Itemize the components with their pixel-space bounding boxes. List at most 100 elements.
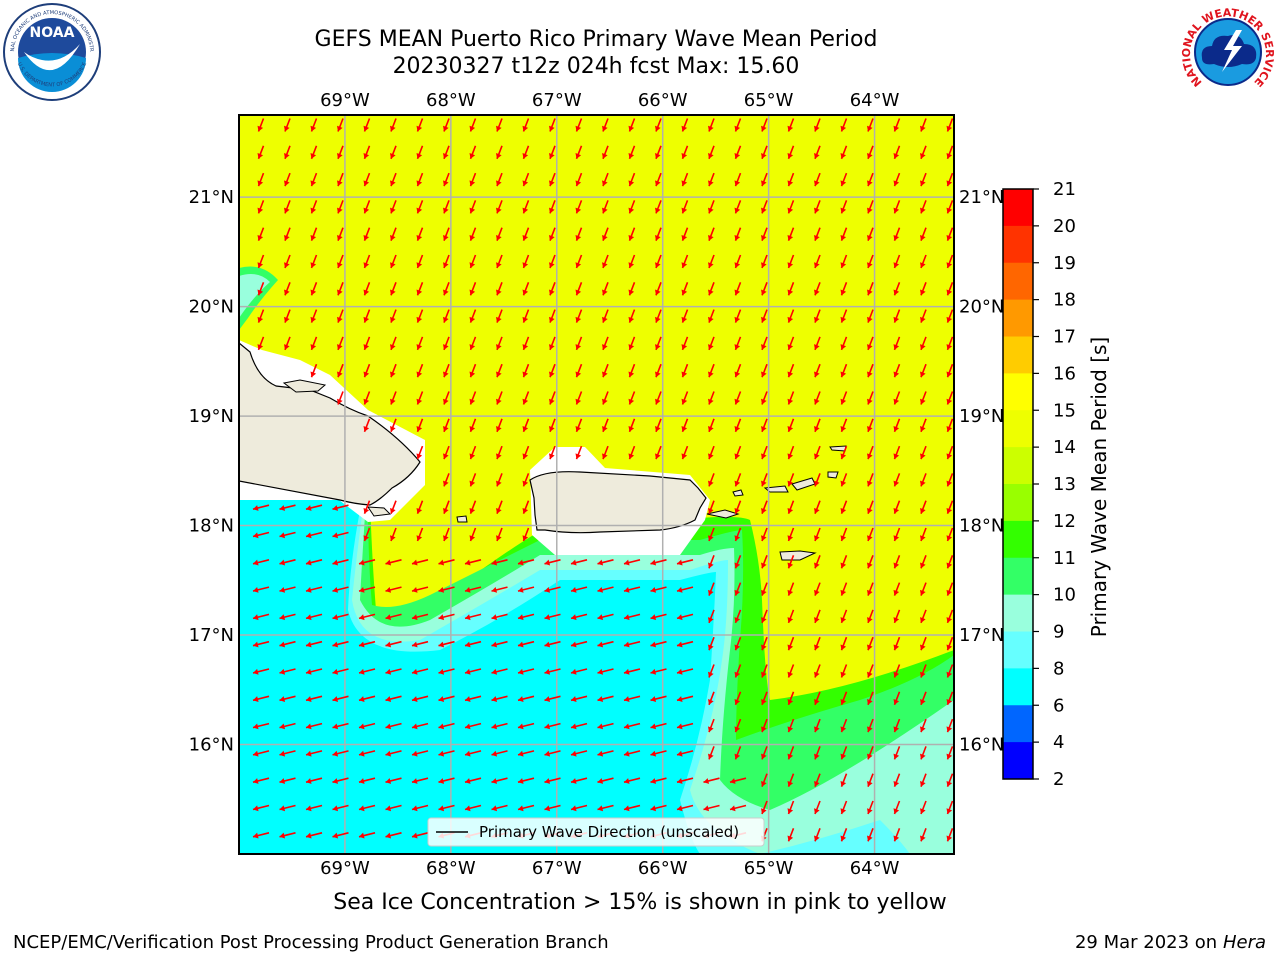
wave-arrow xyxy=(570,722,588,730)
wave-arrow xyxy=(813,391,821,405)
wave-arrow xyxy=(358,750,376,757)
wave-arrow xyxy=(946,500,954,514)
wave-arrow xyxy=(469,282,477,296)
wave-arrow xyxy=(442,145,450,160)
wave-arrow xyxy=(252,531,270,539)
wave-arrow xyxy=(707,254,715,269)
wave-arrow xyxy=(787,227,795,241)
wave-arrow xyxy=(734,555,742,569)
wave-arrow xyxy=(469,309,477,323)
lon-tick-label: 69°W xyxy=(320,858,370,879)
colorbar: 21 20 19 18 17 16 15 14 13 12 11 10 9 8 6 4 2 xyxy=(1002,179,1076,790)
wave-arrow xyxy=(389,500,397,514)
wave-arrow xyxy=(628,336,636,351)
wave-arrow xyxy=(305,668,323,675)
wave-arrow xyxy=(358,640,376,648)
colorbar-tick-label: 20 xyxy=(1053,216,1076,237)
wave-arrow xyxy=(650,722,667,730)
wave-arrow xyxy=(676,695,694,702)
wave-arrow xyxy=(416,172,424,187)
wave-arrow xyxy=(279,668,296,675)
wave-arrow xyxy=(813,145,821,160)
wave-arrow xyxy=(363,227,371,241)
wave-arrow xyxy=(707,118,715,132)
wave-arrow xyxy=(840,118,848,132)
wave-arrow xyxy=(681,309,689,323)
wave-arrow xyxy=(363,282,371,296)
map-title: GEFS MEAN Puerto Rico Primary Wave Mean … xyxy=(314,27,878,52)
wave-arrow xyxy=(946,200,954,214)
wave-arrow xyxy=(650,613,667,621)
wave-arrow xyxy=(495,473,503,487)
wave-arrow xyxy=(676,777,694,784)
colorbar-swatch xyxy=(1003,484,1033,522)
wave-arrow xyxy=(517,777,535,784)
wave-arrow xyxy=(813,309,821,323)
wave-arrow xyxy=(279,531,296,539)
wave-arrow xyxy=(438,804,455,812)
wave-arrow xyxy=(548,309,556,323)
wave-arrow xyxy=(257,336,265,351)
wave-arrow xyxy=(442,254,450,269)
wave-arrow xyxy=(601,363,609,378)
wave-arrow xyxy=(866,118,874,132)
wave-arrow xyxy=(575,418,583,433)
wave-arrow xyxy=(252,640,270,648)
wave-arrow xyxy=(919,172,927,187)
wave-arrow xyxy=(575,145,583,160)
wave-arrow xyxy=(522,527,530,542)
wave-arrow xyxy=(416,336,424,351)
wave-arrow xyxy=(389,200,397,214)
wave-arrow xyxy=(358,777,376,784)
wave-arrow xyxy=(336,336,344,351)
wave-arrow xyxy=(734,282,742,296)
colorbar-tick-label: 2 xyxy=(1053,769,1064,790)
wave-arrow xyxy=(840,746,848,760)
wave-arrow xyxy=(654,445,662,460)
wave-arrow xyxy=(363,118,371,132)
map-subtitle: 20230327 t12z 024h fcst Max: 15.60 xyxy=(392,54,800,79)
wave-arrow xyxy=(760,391,768,405)
wave-arrow xyxy=(893,363,901,378)
wave-arrow xyxy=(336,145,344,160)
wave-arrow xyxy=(411,832,429,839)
wave-arrow xyxy=(469,227,477,241)
colorbar-swatch xyxy=(1003,631,1033,669)
wave-arrow xyxy=(681,172,689,187)
wave-arrow xyxy=(310,309,318,323)
wave-arrow xyxy=(411,777,429,784)
wave-arrow xyxy=(252,613,270,621)
wave-arrow xyxy=(787,418,795,433)
wave-arrow xyxy=(866,418,874,433)
wave-arrow xyxy=(389,227,397,241)
lon-tick-label: 68°W xyxy=(426,90,476,111)
wave-arrow xyxy=(597,613,614,621)
wave-arrow xyxy=(464,586,482,593)
wave-arrow xyxy=(491,722,508,730)
wave-arrow xyxy=(358,695,376,702)
wave-arrow xyxy=(332,722,349,730)
wave-arrow xyxy=(495,418,503,433)
wave-arrow xyxy=(279,722,296,730)
wave-arrow xyxy=(628,200,636,214)
wave-arrow xyxy=(628,227,636,241)
wave-arrow xyxy=(464,559,482,566)
colorbar-tick-label: 4 xyxy=(1053,732,1064,753)
wave-arrow xyxy=(623,695,641,702)
wave-arrow xyxy=(416,500,424,514)
wave-arrow xyxy=(358,586,376,593)
wave-arrow xyxy=(866,800,874,815)
wave-arrow xyxy=(866,527,874,542)
wave-arrow xyxy=(385,832,402,839)
wave-arrow xyxy=(813,555,821,569)
wave-arrow xyxy=(336,309,344,323)
wave-arrow xyxy=(707,527,715,542)
lon-tick-label: 64°W xyxy=(850,90,900,111)
wave-arrow xyxy=(787,118,795,132)
wave-arrow xyxy=(548,254,556,269)
wave-arrow xyxy=(760,636,768,651)
wave-arrow xyxy=(548,445,556,460)
wave-arrow xyxy=(517,613,535,621)
wave-arrow xyxy=(893,309,901,323)
wave-arrow xyxy=(495,145,503,160)
